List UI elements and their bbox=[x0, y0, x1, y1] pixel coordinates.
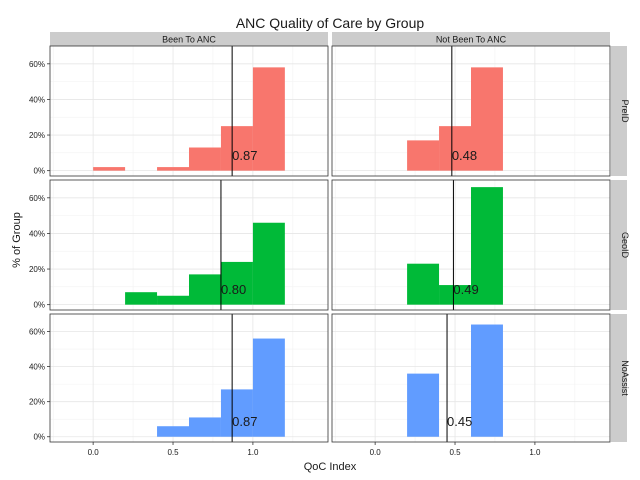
histogram-bar bbox=[252, 222, 285, 305]
y-tick-label: 40% bbox=[29, 363, 45, 372]
strip-label-column-been-to-anc: Been To ANC bbox=[162, 35, 216, 45]
y-tick-label: 60% bbox=[29, 328, 45, 337]
panel-not-been-to-anc-geoid: 0.49 bbox=[331, 179, 611, 311]
panel-been-to-anc-noassist: 0.87 0% 20% 40% 60% 0.0 0.5 1.0 bbox=[29, 313, 329, 457]
y-tick-label: 20% bbox=[29, 265, 45, 274]
histogram-bar bbox=[439, 285, 471, 305]
x-axis-label: QoC Index bbox=[304, 461, 357, 473]
panel-border bbox=[331, 179, 611, 311]
histogram-bar bbox=[252, 338, 285, 437]
histogram-bar bbox=[220, 261, 253, 305]
histogram-bar bbox=[93, 167, 126, 171]
histogram-bar bbox=[125, 292, 158, 305]
x-tick-label: 1.0 bbox=[247, 448, 259, 457]
histogram-bar bbox=[157, 295, 189, 305]
x-tick-label: 0.0 bbox=[370, 448, 382, 457]
mean-value-label: 0.87 bbox=[232, 414, 257, 429]
histogram-bar bbox=[252, 67, 285, 171]
panel-border bbox=[49, 313, 329, 443]
histogram-bar bbox=[407, 373, 440, 437]
panel-not-been-to-anc-preid: 0.48 bbox=[331, 45, 611, 177]
strip-row-noassist bbox=[611, 314, 627, 442]
histogram-bar bbox=[189, 274, 221, 305]
strip-row-preid bbox=[611, 46, 627, 176]
y-tick-label: 40% bbox=[29, 229, 45, 238]
histogram-bar bbox=[157, 426, 189, 437]
histogram-bar bbox=[471, 67, 503, 171]
x-tick-label: 0.0 bbox=[88, 448, 100, 457]
histogram-bar bbox=[439, 126, 471, 171]
panel-not-been-to-anc-noassist: 0.45 0.0 0.5 1.0 bbox=[331, 313, 611, 457]
y-tick-label: 60% bbox=[29, 60, 45, 69]
strip-label-row-geoid: GeoID bbox=[620, 232, 630, 259]
y-tick-label: 0% bbox=[33, 301, 45, 310]
panel-border bbox=[49, 179, 329, 311]
strip-label-row-preid: PreID bbox=[620, 99, 630, 123]
mean-value-label: 0.80 bbox=[221, 282, 246, 297]
strip-column-been-to-anc bbox=[50, 32, 328, 46]
x-tick-label: 0.5 bbox=[449, 448, 461, 457]
x-tick-label: 0.5 bbox=[167, 448, 179, 457]
mean-value-label: 0.48 bbox=[452, 148, 477, 163]
histogram-bar bbox=[220, 389, 253, 437]
x-tick-label: 1.0 bbox=[529, 448, 541, 457]
histogram-bar bbox=[189, 417, 221, 437]
y-tick-label: 0% bbox=[33, 167, 45, 176]
strip-column-not-been-to-anc bbox=[332, 32, 610, 46]
mean-value-label: 0.49 bbox=[453, 282, 478, 297]
strip-label-column-not-been-to-anc: Not Been To ANC bbox=[436, 35, 507, 45]
mean-value-label: 0.87 bbox=[232, 148, 257, 163]
strip-row-geoid bbox=[611, 180, 627, 310]
strip-label-row-noassist: NoAssist bbox=[620, 360, 630, 396]
chart-title: ANC Quality of Care by Group bbox=[236, 15, 425, 31]
panel-border bbox=[331, 313, 611, 443]
mean-value-label: 0.45 bbox=[447, 414, 472, 429]
y-tick-label: 0% bbox=[33, 433, 45, 442]
y-tick-label: 60% bbox=[29, 194, 45, 203]
y-tick-label: 40% bbox=[29, 95, 45, 104]
y-axis-label: % of Group bbox=[11, 212, 23, 268]
panel-border bbox=[49, 45, 329, 177]
y-tick-label: 20% bbox=[29, 131, 45, 140]
panel-been-to-anc-preid: 0.87 0% 20% 40% 60% bbox=[29, 45, 329, 177]
histogram-bar bbox=[407, 263, 440, 305]
panel-been-to-anc-geoid: 0.80 0% 20% 40% 60% bbox=[29, 179, 329, 311]
panels-layer: Been To ANC Not Been To ANC PreID GeoID NoAs… bbox=[29, 32, 630, 457]
histogram-bar bbox=[189, 147, 221, 171]
panel-border bbox=[331, 45, 611, 177]
histogram-bar bbox=[220, 126, 253, 171]
histogram-bar bbox=[407, 140, 440, 171]
y-tick-label: 20% bbox=[29, 398, 45, 407]
histogram-bar bbox=[157, 167, 189, 171]
histogram-bar bbox=[471, 324, 503, 437]
histogram-bar bbox=[471, 187, 503, 305]
